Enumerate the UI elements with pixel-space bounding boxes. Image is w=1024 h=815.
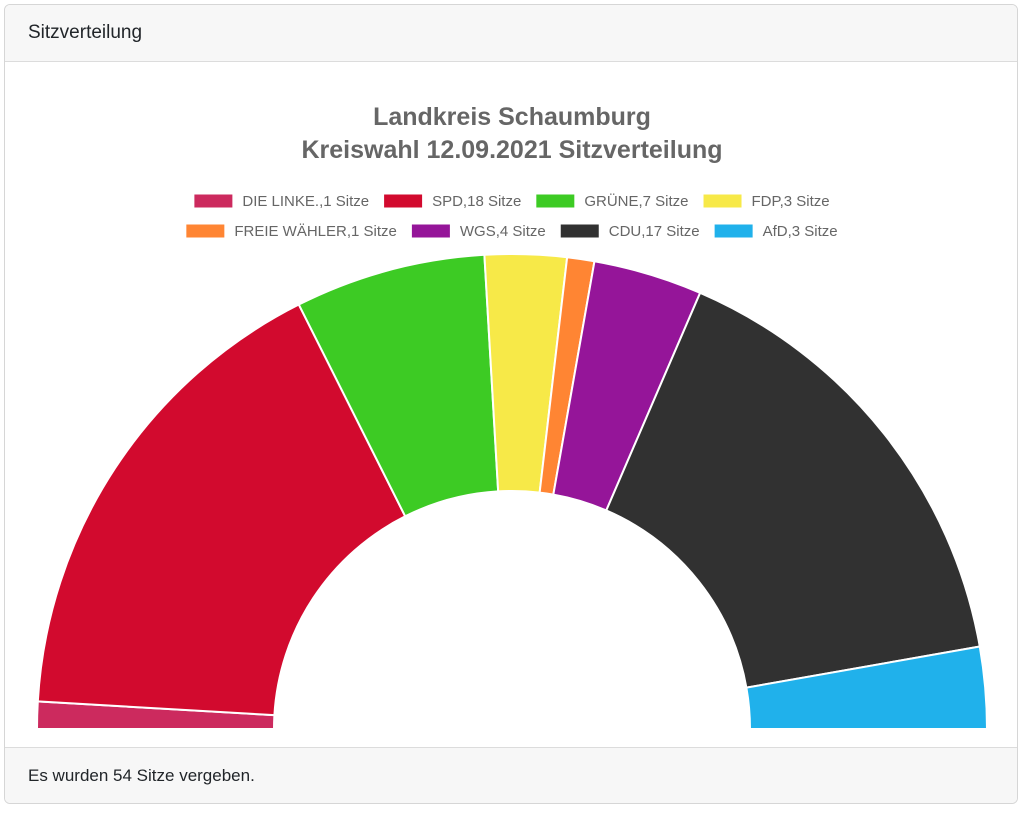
card-header: Sitzverteilung: [5, 5, 1017, 62]
seat-distribution-chart: Landkreis Schaumburg Kreiswahl 12.09.202…: [35, 103, 989, 730]
legend-swatch-die-linke[interactable]: [194, 194, 233, 208]
legend-swatch-freie-wähler[interactable]: [186, 224, 225, 238]
legend-label-grüne[interactable]: GRÜNE,7 Sitze: [584, 192, 688, 210]
legend-label-wgs[interactable]: WGS,4 Sitze: [460, 223, 546, 240]
legend-label-afd[interactable]: AfD,3 Sitze: [763, 223, 838, 240]
legend-label-die-linke[interactable]: DIE LINKE.,1 Sitze: [242, 193, 369, 210]
arc-cdu[interactable]: [604, 291, 981, 689]
card-footer: Es wurden 54 Sitze vergeben.: [5, 747, 1017, 803]
legend-label-spd[interactable]: SPD,18 Sitze: [432, 193, 521, 210]
card-body: Landkreis Schaumburg Kreiswahl 12.09.202…: [5, 62, 1017, 750]
legend-swatch-afd[interactable]: [714, 224, 753, 238]
legend-label-fdp[interactable]: FDP,3 Sitze: [752, 193, 830, 210]
chart-title-line-1: Landkreis Schaumburg: [373, 103, 651, 131]
chart-title-line-2: Kreiswahl 12.09.2021 Sitzverteilung: [301, 136, 722, 164]
legend-swatch-spd[interactable]: [384, 194, 423, 208]
legend-label-cdu[interactable]: CDU,17 Sitze: [609, 223, 700, 240]
chart-arcs: [35, 253, 989, 730]
arc-spd[interactable]: [36, 303, 407, 717]
legend-swatch-cdu[interactable]: [560, 224, 599, 238]
legend-swatch-wgs[interactable]: [411, 224, 450, 238]
legend-label-freie-wähler[interactable]: FREIE WÄHLER,1 Sitze: [234, 223, 397, 240]
seat-distribution-card: Sitzverteilung Landkreis Schaumburg Krei…: [4, 4, 1018, 804]
chart-legend: DIE LINKE.,1 Sitze SPD,18 Sitze GRÜNE,7 Si…: [186, 192, 838, 240]
legend-swatch-grüne[interactable]: [536, 194, 575, 208]
arc-afd[interactable]: [745, 645, 989, 730]
legend-swatch-fdp[interactable]: [703, 194, 742, 208]
